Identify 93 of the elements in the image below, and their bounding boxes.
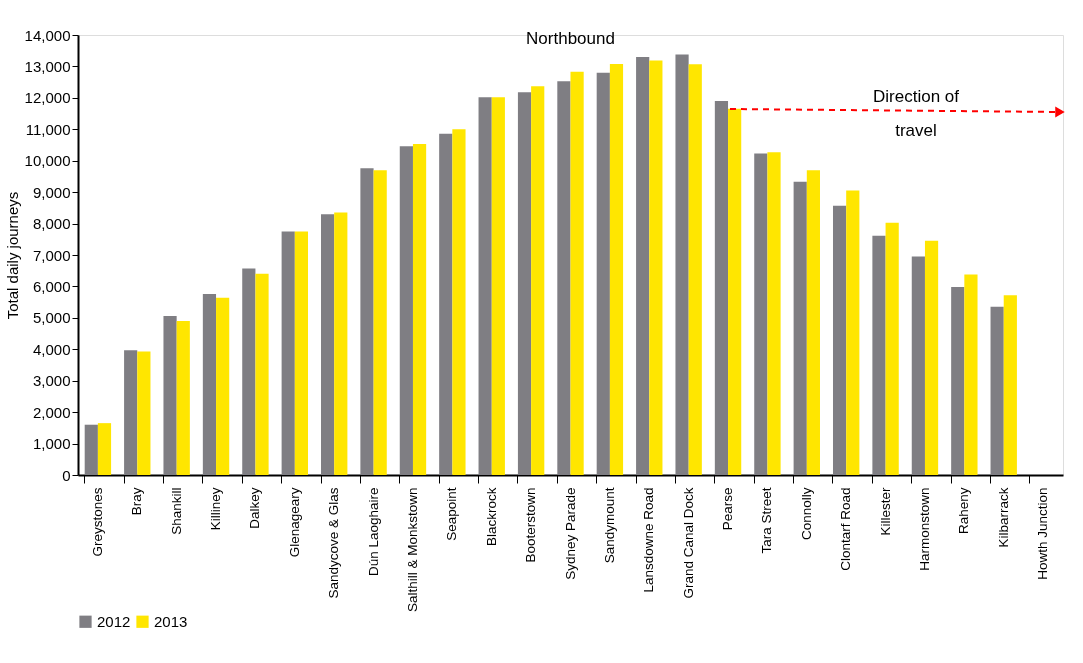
y-tick-label: 12,000: [24, 89, 71, 107]
y-tick-label: 5,000: [32, 309, 71, 327]
bar: [176, 321, 190, 475]
x-tick-label: Killester: [877, 487, 893, 536]
y-tick-label: 2,000: [32, 403, 71, 421]
y-tick-label: 7,000: [32, 246, 71, 264]
x-tick-label: Sydney Parade: [562, 487, 578, 580]
bar: [216, 297, 230, 475]
bar: [1003, 295, 1017, 475]
y-tick-label: 0: [62, 466, 71, 484]
bar: [399, 146, 413, 475]
bar: [202, 293, 217, 475]
x-tick-label: Tara Street: [759, 487, 775, 554]
bar: [675, 54, 689, 475]
bar: [137, 351, 151, 475]
x-tick-label: Clontarf Road: [838, 487, 854, 571]
bar: [911, 256, 925, 475]
bar: [951, 287, 965, 475]
bar: [478, 97, 492, 475]
x-tick-label: Harmonstown: [916, 487, 932, 571]
bar: [793, 181, 807, 475]
y-tick-label: 10,000: [24, 152, 71, 170]
bar: [531, 86, 545, 475]
bar: [846, 190, 860, 475]
bar: [609, 63, 624, 475]
y-tick-label: 1,000: [32, 435, 71, 453]
bar: [360, 168, 374, 475]
x-tick-label: Blackrock: [483, 487, 499, 547]
legend-label: 2012: [97, 612, 131, 630]
bar: [439, 133, 453, 475]
x-tick-label: Sandycove & Glas: [326, 487, 342, 599]
bar: [124, 350, 138, 475]
x-tick-label: Sandymount: [601, 487, 617, 564]
bar: [728, 108, 742, 475]
bar: [321, 214, 335, 475]
legend-label: 2013: [154, 612, 188, 630]
bar: [649, 60, 663, 475]
bar: [964, 274, 978, 475]
bar: [767, 152, 781, 475]
bar: [596, 72, 610, 475]
x-tick-label: Shankill: [168, 487, 184, 535]
x-tick-label: Bray: [129, 487, 145, 516]
annotation: Direction of travel: [873, 87, 960, 140]
bar: [242, 268, 256, 475]
y-tick-label: 9,000: [32, 183, 71, 201]
bar: [714, 101, 729, 475]
x-tick-label: Killiney: [208, 487, 224, 531]
y-tick-label: 8,000: [32, 215, 71, 233]
bar: [97, 423, 112, 475]
bar: [885, 222, 899, 475]
bar: [84, 424, 98, 475]
bar: [294, 231, 308, 475]
y-tick-label: 4,000: [32, 340, 71, 358]
x-tick-label: Salthill & Monkstown: [404, 487, 420, 613]
bar: [688, 64, 702, 475]
bar: [636, 57, 650, 475]
bar: [754, 153, 768, 475]
y-tick-label: 11,000: [25, 120, 71, 138]
bar: [990, 306, 1004, 475]
bar: [833, 205, 847, 475]
x-tick-label: Grand Canal Dock: [680, 487, 696, 599]
x-tick-label: Glenageary: [286, 487, 302, 558]
x-tick-label: Dalkey: [247, 487, 263, 529]
x-tick-label: Kilbarrack: [995, 487, 1011, 548]
x-tick-label: Connolly: [798, 487, 814, 541]
bar: [557, 81, 571, 475]
bar: [806, 170, 820, 475]
bar: [570, 71, 584, 475]
x-tick-label: Lansdowne Road: [641, 487, 657, 593]
y-tick-label: 14,000: [24, 26, 71, 44]
x-tick-label: Raheny: [956, 487, 972, 535]
x-tick-label: Howth Junction: [1035, 487, 1051, 580]
y-tick-label: 3,000: [32, 372, 71, 390]
bar: [924, 240, 939, 475]
bar: [452, 129, 466, 475]
bar: [255, 273, 269, 475]
bar: [872, 235, 886, 475]
y-tick-label: 13,000: [24, 57, 71, 75]
chart-title: Northbound: [526, 29, 615, 48]
bar: [491, 97, 505, 475]
bar: [517, 92, 532, 475]
bar: [334, 212, 348, 475]
x-tick-label: Pearse: [720, 487, 736, 531]
bar: [163, 315, 177, 475]
x-tick-label: Greystones: [89, 487, 105, 557]
x-tick-label: Seapoint: [444, 487, 460, 541]
y-axis-title: Total daily journeys: [3, 191, 21, 320]
y-tick-label: 6,000: [32, 277, 71, 295]
bar: [412, 144, 427, 475]
x-tick-label: Booterstown: [523, 487, 539, 563]
bar: [373, 170, 387, 475]
bar: [281, 231, 295, 475]
x-tick-label: Dún Laoghaire: [365, 487, 381, 577]
